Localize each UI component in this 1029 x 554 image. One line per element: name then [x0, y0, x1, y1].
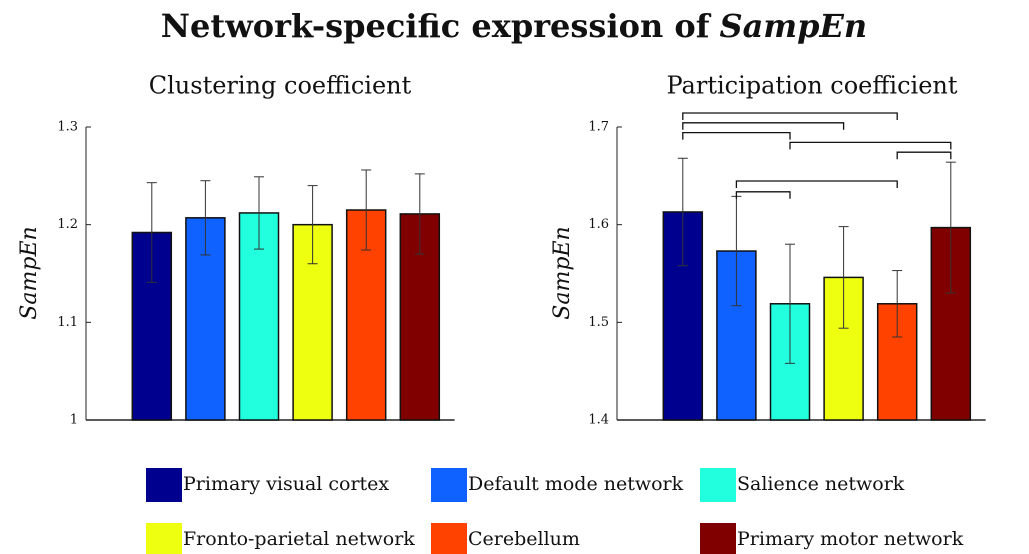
legend-swatch — [431, 523, 467, 554]
y-tick-label: 1.2 — [57, 217, 78, 232]
title-text: Network-specific expression of — [161, 7, 712, 45]
significance-bracket — [682, 112, 898, 120]
subplot-title: Clustering coefficient — [149, 72, 412, 100]
y-tick-label: 1.5 — [588, 315, 609, 330]
figure-title: Network-specific expression of SampEn — [161, 7, 867, 45]
y-tick-label: 1.1 — [57, 315, 78, 330]
legend-label: Primary motor network — [737, 528, 964, 550]
legend-swatch — [431, 468, 467, 502]
significance-bracket — [896, 151, 952, 160]
legend-swatch — [700, 468, 736, 502]
y-tick-label: 1.7 — [588, 120, 609, 135]
significance-bracket — [682, 131, 791, 140]
significance-bracket — [735, 180, 898, 188]
legend-label: Salience network — [737, 473, 905, 495]
legend-label: Primary visual cortex — [183, 473, 389, 495]
significance-bracket — [789, 141, 952, 150]
significance-bracket — [735, 191, 791, 199]
subplot-title: Participation coefficient — [666, 72, 957, 100]
legend-label: Cerebellum — [468, 528, 580, 550]
y-tick-label: 1.6 — [588, 217, 609, 232]
y-tick-label: 1 — [70, 413, 78, 428]
legend-swatch — [700, 523, 736, 554]
y-axis-label: SampEn — [17, 226, 42, 319]
significance-bracket — [682, 122, 845, 130]
title-italic: SampEn — [719, 7, 867, 45]
y-tick-label: 1.4 — [588, 413, 609, 428]
y-tick-label: 1.3 — [57, 120, 78, 135]
y-axis-label: SampEn — [550, 226, 575, 319]
legend-label: Fronto-parietal network — [183, 528, 415, 550]
legend-swatch — [146, 468, 182, 502]
legend-label: Default mode network — [468, 473, 684, 495]
legend-swatch — [146, 523, 182, 554]
